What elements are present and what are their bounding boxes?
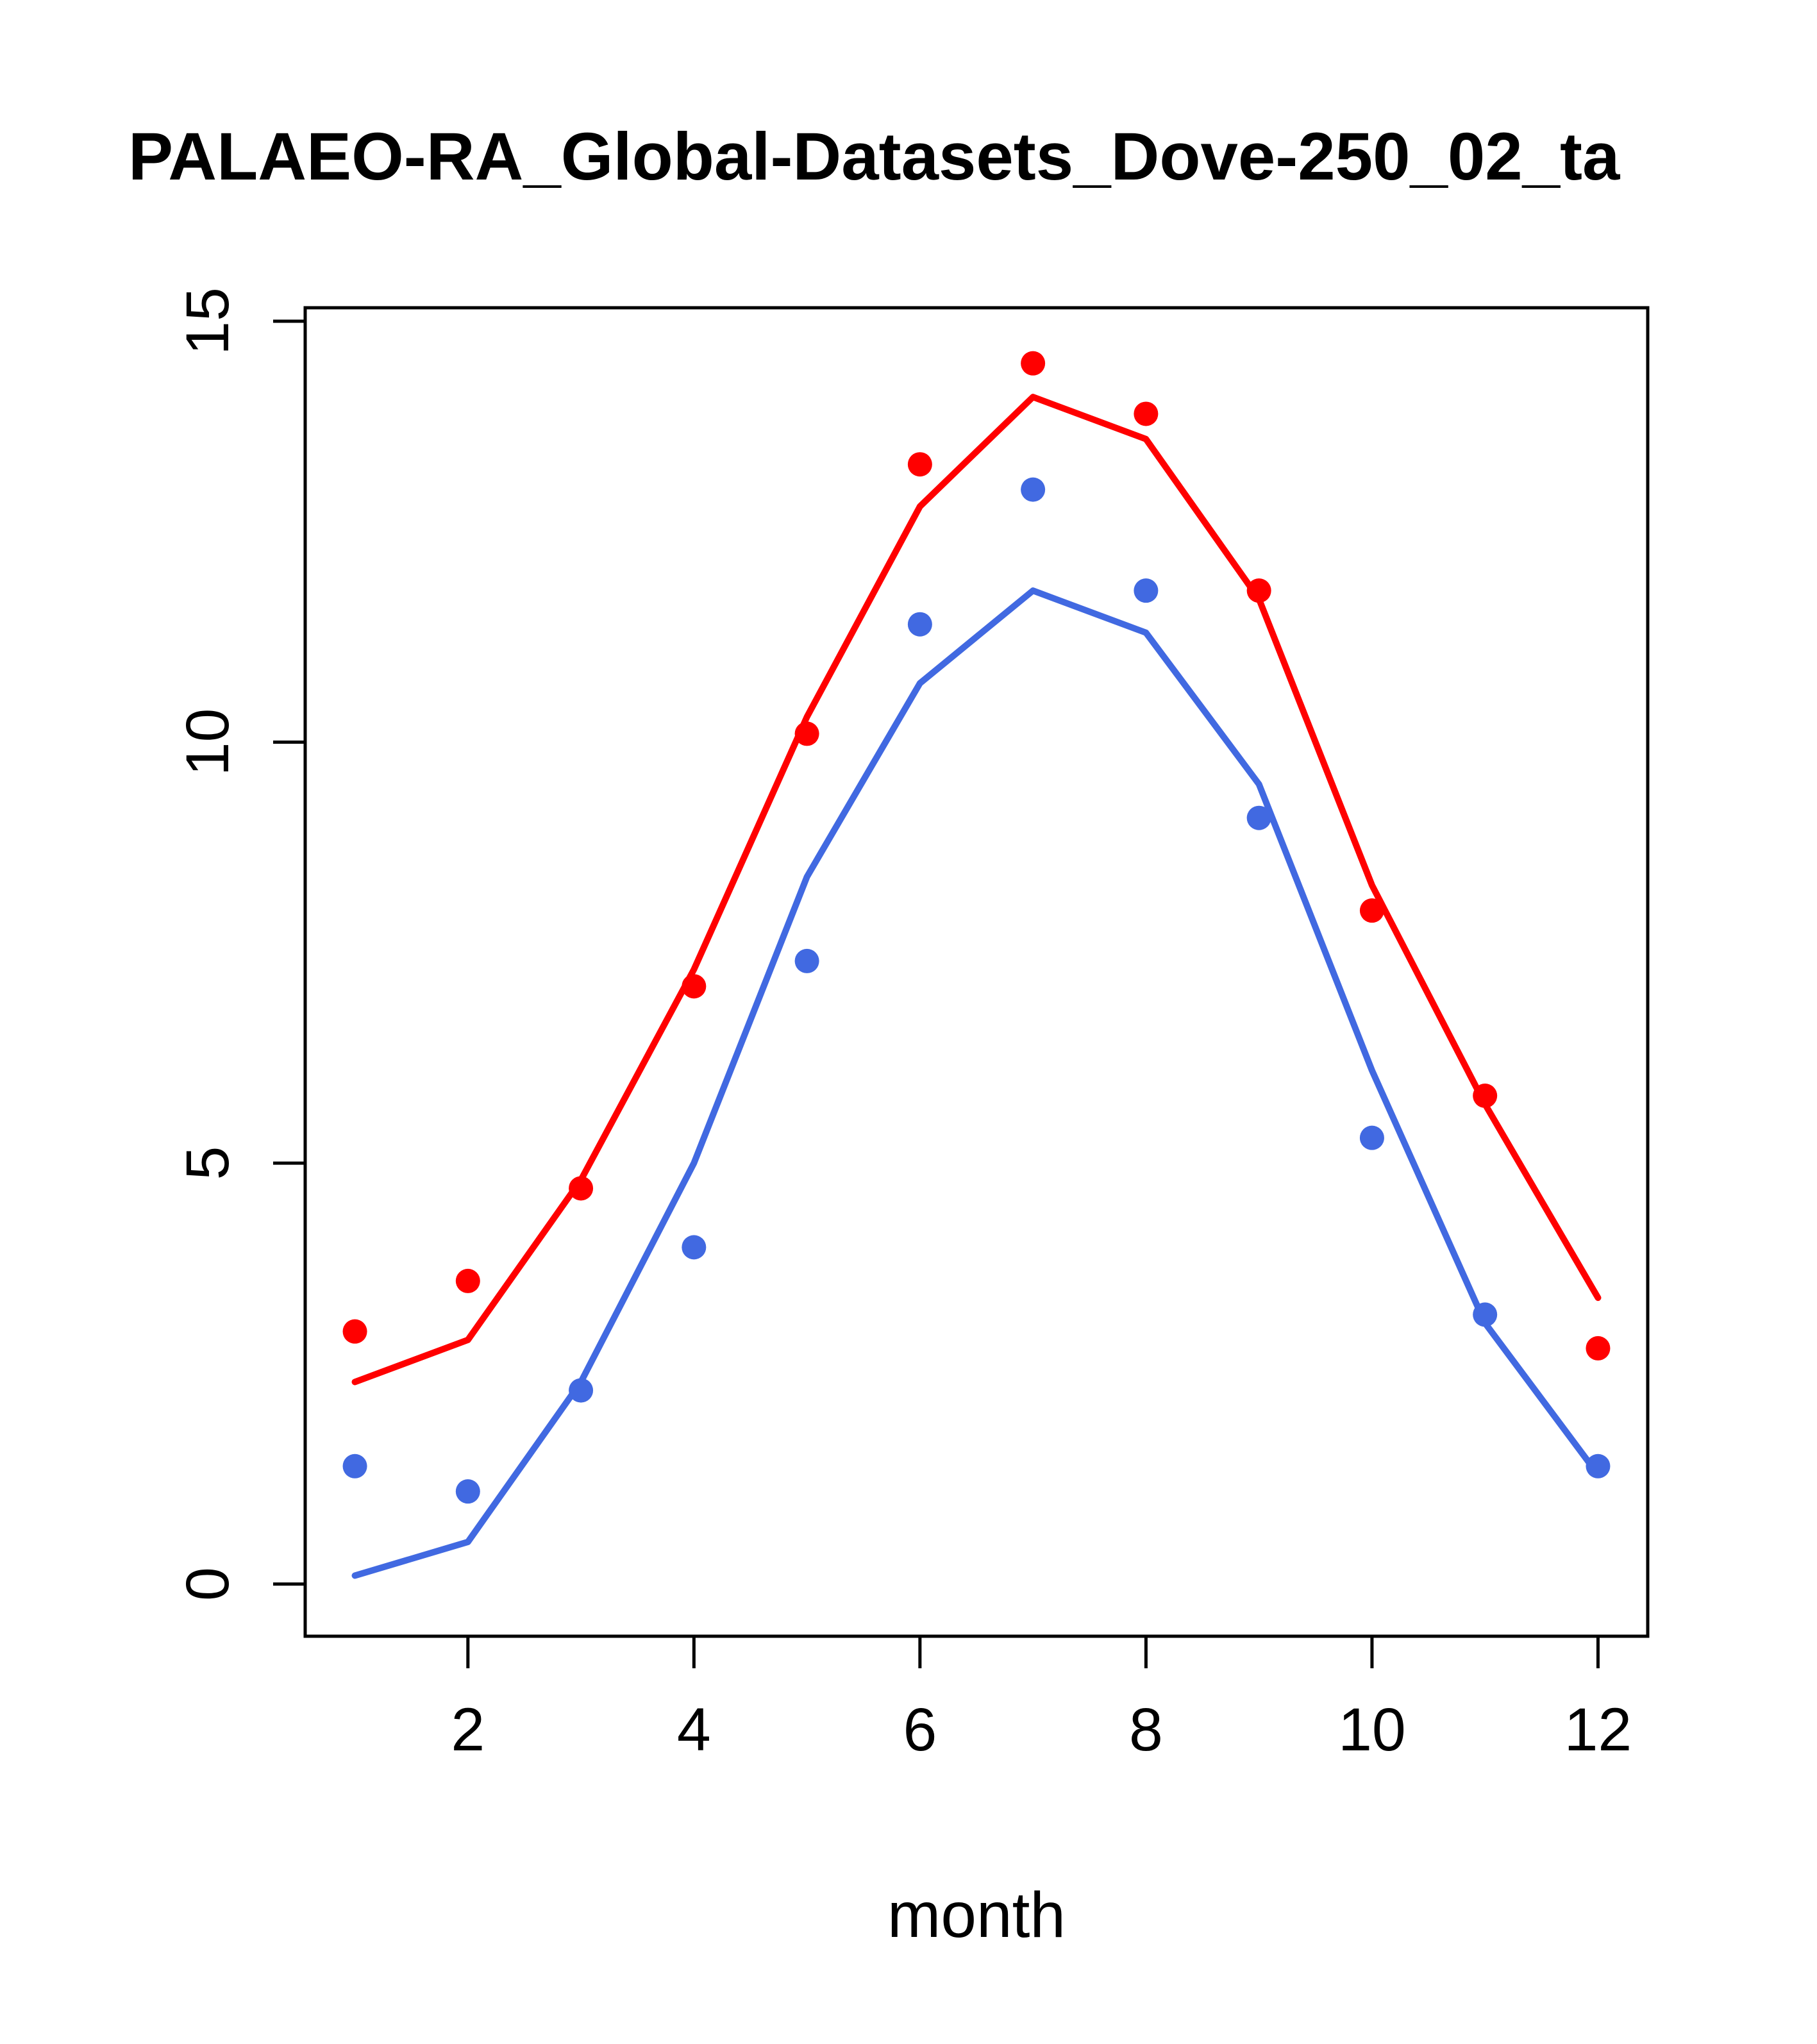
blue-points-marker (1134, 578, 1159, 603)
red-points-marker (907, 452, 932, 477)
x-tick-label: 4 (677, 1696, 711, 1764)
y-tick-label: 0 (174, 1567, 242, 1601)
red-points-marker (1021, 351, 1046, 376)
blue-points-marker (1473, 1302, 1498, 1327)
red-points-marker (569, 1176, 594, 1201)
blue-points-marker (794, 948, 819, 973)
red-points-marker (682, 974, 707, 999)
x-tick-label: 12 (1564, 1696, 1632, 1764)
red-points-marker (794, 721, 819, 746)
blue-line-series (351, 587, 1602, 1579)
x-axis-label: month (887, 1879, 1066, 1951)
y-tick-label: 5 (174, 1146, 242, 1180)
chart-title: PALAEO-RA_Global-Datasets_Dove-250_02_ta (128, 119, 1620, 194)
blue-points-marker (1246, 805, 1271, 830)
red-points-marker (455, 1268, 480, 1293)
red-points-marker (342, 1319, 367, 1344)
blue-points-marker (682, 1235, 707, 1260)
x-tick-label: 6 (903, 1696, 937, 1764)
y-tick-label: 10 (174, 708, 242, 776)
red-points-marker (1359, 898, 1384, 923)
red-points-marker (1586, 1336, 1611, 1361)
blue-points-marker (342, 1453, 367, 1479)
x-tick-label: 10 (1338, 1696, 1406, 1764)
x-tick-label: 8 (1129, 1696, 1163, 1764)
blue-points-marker (1021, 477, 1046, 502)
blue-points-marker (907, 612, 932, 637)
blue-points-marker (1586, 1453, 1611, 1479)
blue-points-marker (1359, 1125, 1384, 1150)
blue-points-marker (569, 1378, 594, 1403)
plot-box (303, 306, 1650, 1638)
blue-points-marker (455, 1479, 480, 1504)
red-points-marker (1134, 401, 1159, 426)
x-tick-label: 2 (451, 1696, 485, 1764)
red-points-marker (1246, 578, 1271, 603)
y-tick-label: 15 (174, 287, 242, 355)
red-line-series (351, 394, 1602, 1386)
red-points-marker (1473, 1084, 1498, 1109)
